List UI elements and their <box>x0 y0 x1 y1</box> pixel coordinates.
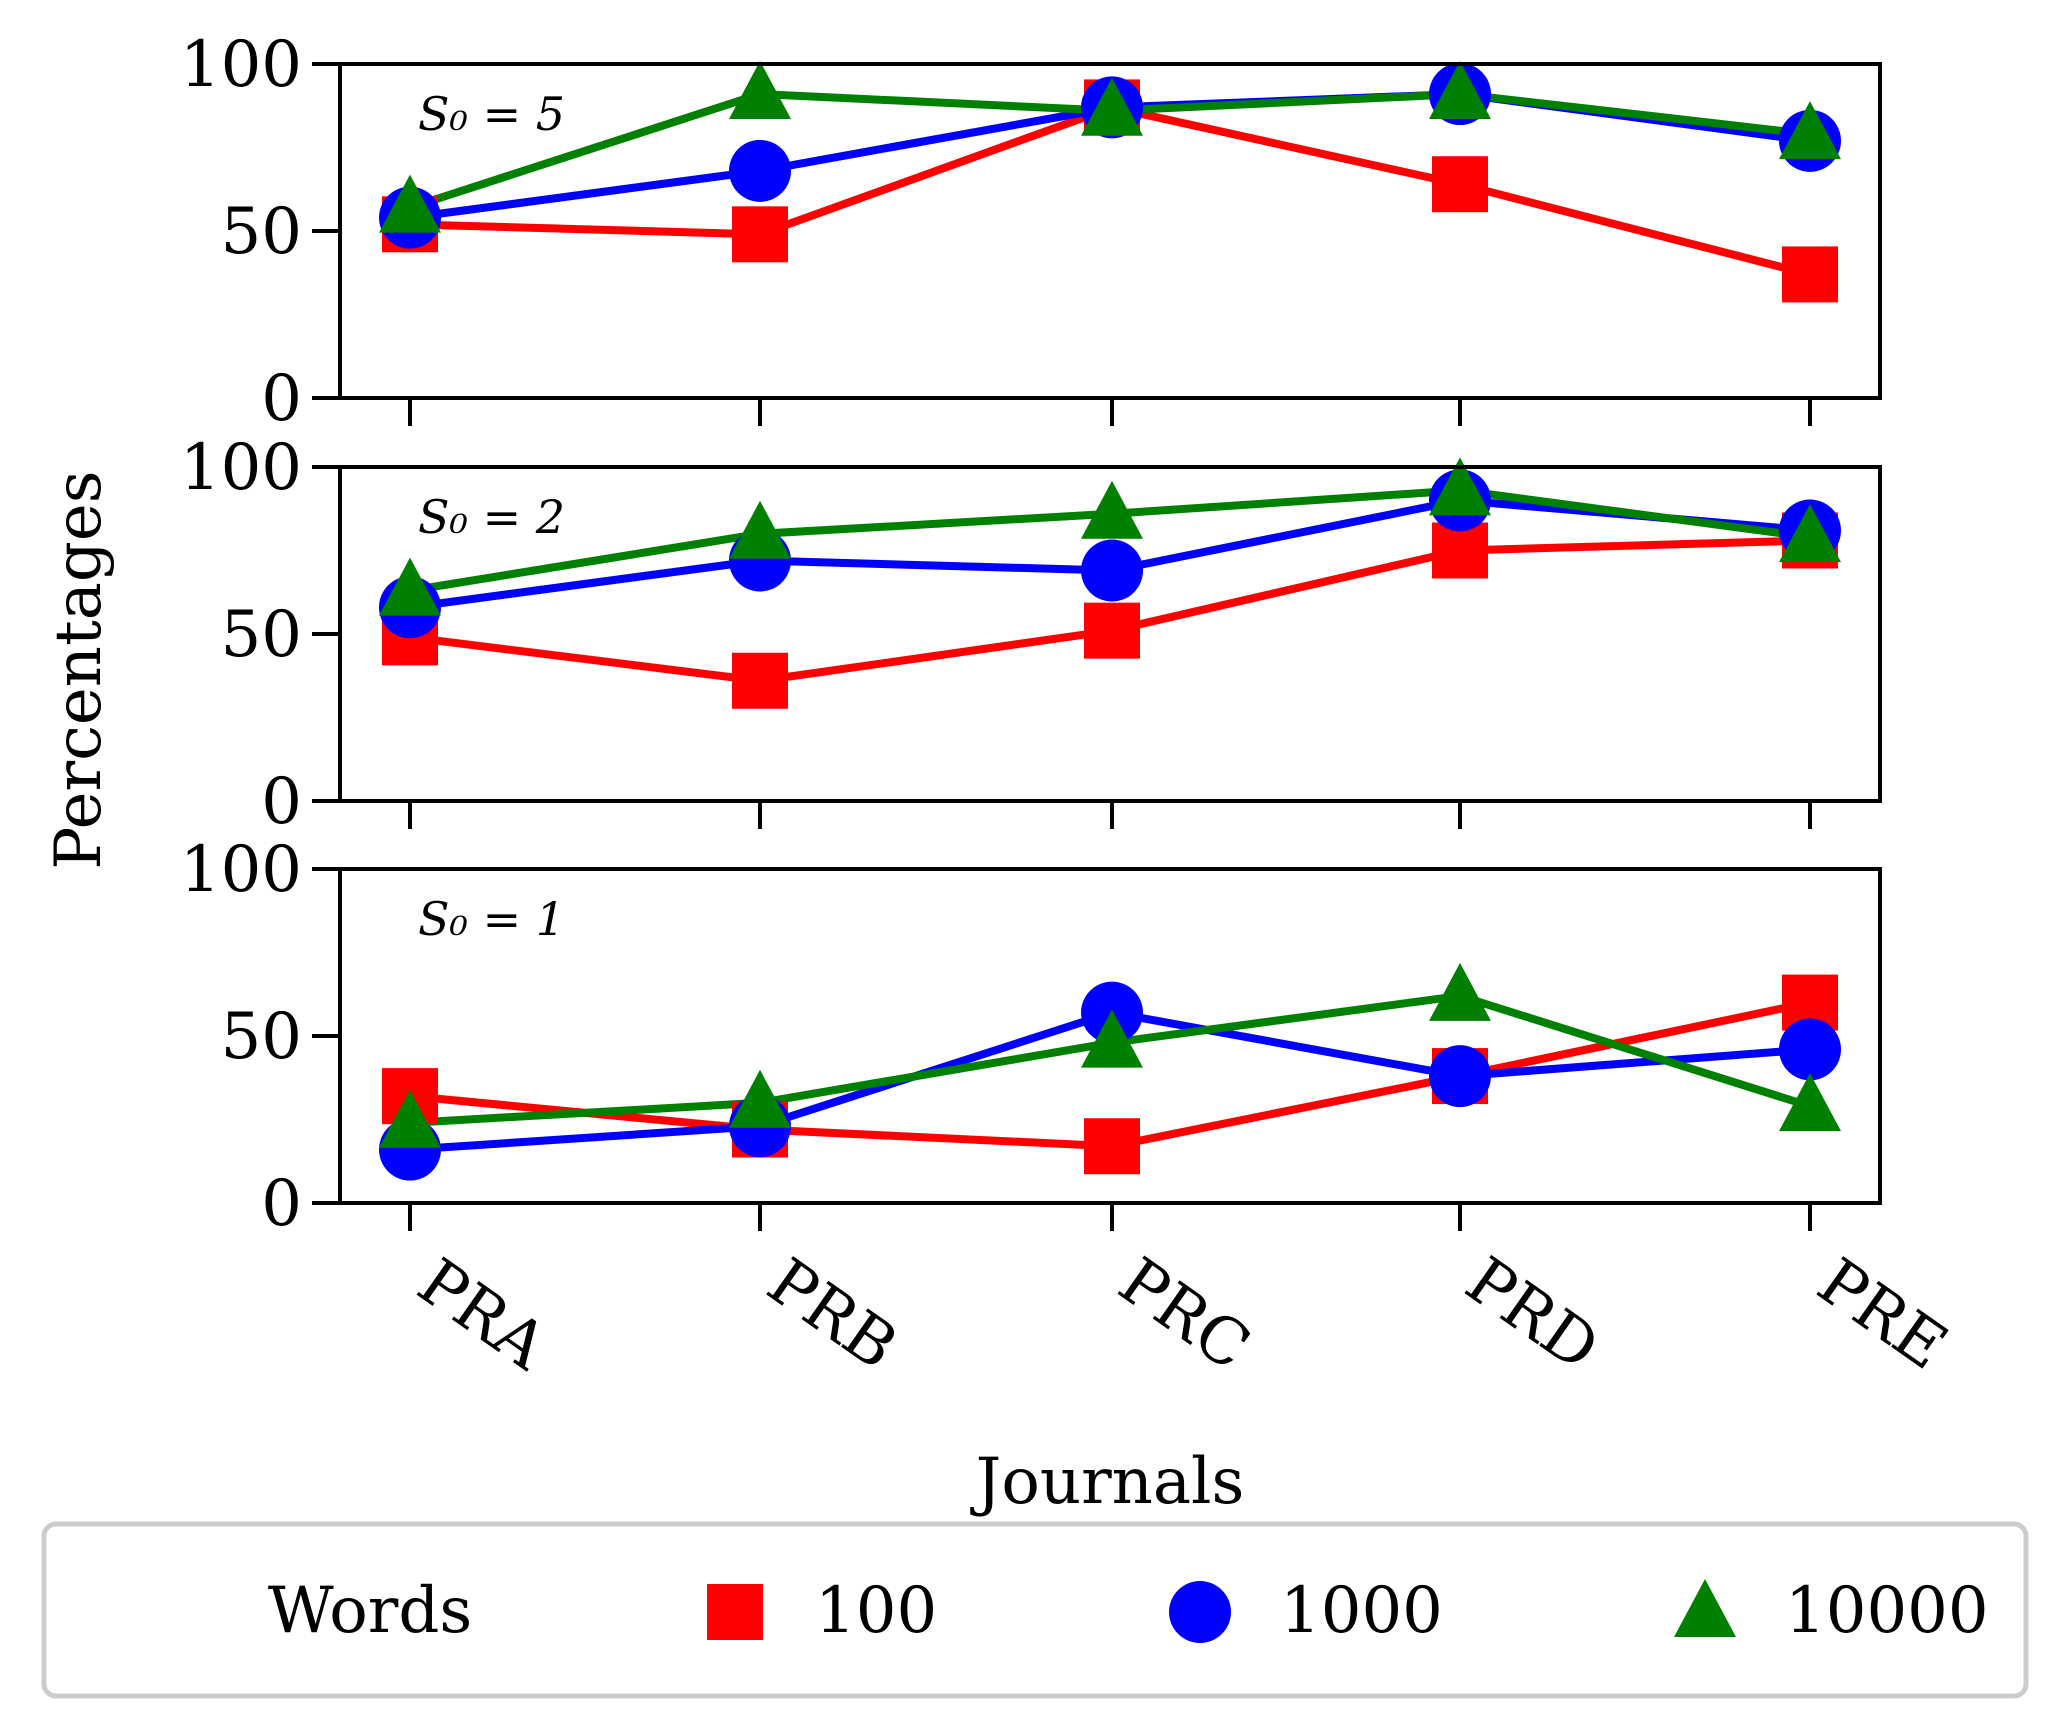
x-tick-label: PRB <box>754 1245 910 1385</box>
data-point-10000 <box>729 61 791 120</box>
y-tick-label: 50 <box>221 195 302 269</box>
data-point-10000 <box>1429 457 1491 516</box>
data-point-10000 <box>1429 962 1491 1021</box>
legend-marker-1000 <box>1169 1581 1231 1643</box>
y-tick-label: 50 <box>221 1000 302 1074</box>
data-point-1000 <box>729 139 791 202</box>
x-tick-label: PRE <box>1804 1245 1959 1385</box>
y-tick-label: 0 <box>261 1167 302 1241</box>
legend-label-100: 100 <box>815 1574 937 1648</box>
y-axis-title: Percentages <box>42 470 116 869</box>
data-point-10000 <box>1779 1073 1841 1132</box>
data-point-10000 <box>1081 1009 1143 1068</box>
data-point-10000 <box>1081 77 1143 136</box>
y-tick-label: 0 <box>261 765 302 839</box>
panel-1: 0 50 100 S₀ = 5 <box>180 28 1882 436</box>
legend-label-1000: 1000 <box>1280 1574 1443 1648</box>
data-point-1000 <box>1081 539 1143 602</box>
data-point-100 <box>1084 1118 1140 1175</box>
legend-frame <box>41 1521 2029 1699</box>
panel-2: 0 50 100 S₀ = 2 <box>180 431 1882 839</box>
panel-frame <box>338 62 1882 400</box>
data-point-100 <box>1782 246 1838 303</box>
y-tick-label: 50 <box>221 598 302 672</box>
legend-title: Words <box>268 1574 472 1648</box>
x-axis-title: Journals <box>970 1445 1245 1519</box>
data-point-100 <box>732 652 788 709</box>
data-point-10000 <box>1429 61 1491 120</box>
data-point-100 <box>1432 156 1488 213</box>
data-point-10000 <box>1081 480 1143 539</box>
legend-marker-100 <box>707 1584 763 1640</box>
data-point-1000 <box>1779 1018 1841 1081</box>
panel-frame <box>338 867 1882 1205</box>
data-point-1000 <box>1429 1045 1491 1108</box>
data-point-10000 <box>379 174 441 233</box>
y-tick-label: 100 <box>180 833 302 907</box>
panel-3: 0 50 100 S₀ = 1 <box>180 833 1882 1241</box>
y-tick-label: 100 <box>180 431 302 505</box>
y-tick-label: 0 <box>261 362 302 436</box>
data-point-10000 <box>729 500 791 559</box>
data-point-10000 <box>379 1089 441 1148</box>
data-point-100 <box>1084 602 1140 659</box>
panel-frame <box>338 465 1882 803</box>
data-point-10000 <box>379 557 441 616</box>
data-point-10000 <box>729 1069 791 1128</box>
legend-marker-10000 <box>1674 1579 1736 1637</box>
data-point-100 <box>1432 522 1488 579</box>
panel-label: S₀ = 1 <box>418 892 565 946</box>
legend: Words 100 1000 10000 <box>41 1521 2029 1699</box>
data-point-10000 <box>1779 101 1841 160</box>
y-tick-label: 100 <box>180 28 302 102</box>
x-tick-label: PRA <box>405 1245 561 1385</box>
x-tick-label: PRD <box>1452 1244 1611 1386</box>
x-tick-label: PRC <box>1105 1244 1262 1385</box>
panel-label: S₀ = 5 <box>418 87 565 141</box>
data-point-10000 <box>1779 504 1841 563</box>
data-point-100 <box>732 206 788 263</box>
panel-label: S₀ = 2 <box>418 490 565 544</box>
legend-label-10000: 10000 <box>1785 1574 1989 1648</box>
